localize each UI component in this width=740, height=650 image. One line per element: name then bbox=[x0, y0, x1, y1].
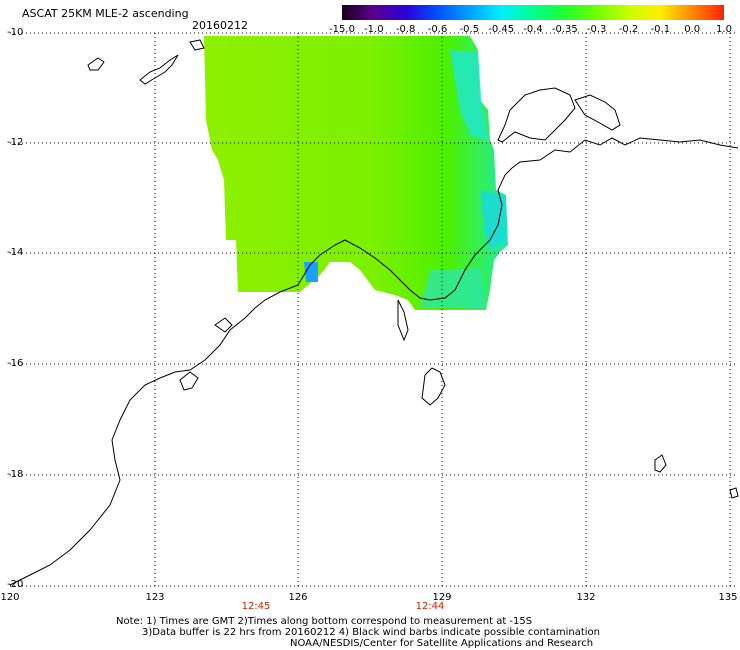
legend-tick-label: -0.8 bbox=[395, 24, 416, 35]
color-legend-bar bbox=[342, 5, 724, 20]
lat-lon-grid bbox=[10, 32, 738, 587]
coastline bbox=[9, 39, 739, 586]
pass-time-label: 12:44 bbox=[415, 601, 445, 612]
lat-label: -10 bbox=[7, 27, 24, 38]
legend-tick-label: 1.0 bbox=[716, 24, 732, 35]
legend-tick-label: -0.3 bbox=[586, 24, 607, 35]
legend-tick-label: -0.2 bbox=[618, 24, 639, 35]
lat-label: -16 bbox=[7, 358, 24, 369]
swath-cyan-patch bbox=[450, 50, 488, 140]
legend-tick-label: -0.4 bbox=[523, 24, 543, 35]
footnote-line-2: 3)Data buffer is 22 hrs from 20160212 4)… bbox=[142, 627, 600, 638]
footnote-line-3: NOAA/NESDIS/Center for Satellite Applica… bbox=[290, 638, 594, 649]
lon-label: 123 bbox=[145, 592, 165, 603]
legend-tick-label: -0.45 bbox=[488, 24, 515, 35]
pass-time-label: 12:45 bbox=[241, 601, 271, 612]
swath-blue-patch bbox=[304, 262, 318, 282]
lat-label: -14 bbox=[7, 247, 24, 258]
swath-cyan-patch bbox=[480, 190, 506, 250]
lon-label: 126 bbox=[288, 592, 308, 603]
lon-label: 120 bbox=[0, 592, 20, 603]
legend-tick-label: -1.0 bbox=[364, 24, 384, 35]
legend-tick-label: -15.0 bbox=[329, 24, 355, 35]
lon-label: 129 bbox=[432, 592, 452, 603]
product-date: 20160212 bbox=[192, 19, 248, 32]
lon-label: 132 bbox=[576, 592, 596, 603]
legend-tick-label: 0.0 bbox=[684, 24, 701, 35]
product-title: ASCAT 25KM MLE-2 ascending bbox=[22, 7, 189, 20]
legend-tick-label: -0.35 bbox=[551, 24, 578, 35]
lat-label: -18 bbox=[7, 469, 24, 480]
lat-label: -20 bbox=[7, 579, 24, 590]
lat-label: -12 bbox=[7, 137, 24, 148]
lon-label: 135 bbox=[718, 592, 738, 603]
wind-data-swath bbox=[204, 36, 508, 310]
legend-tick-label: -0.6 bbox=[427, 24, 448, 35]
legend-tick-label: -0.1 bbox=[650, 24, 671, 35]
footnote-line-1: Note: 1) Times are GMT 2)Times along bot… bbox=[116, 616, 533, 627]
swath-cyan-patch bbox=[420, 268, 486, 308]
legend-tick-label: -0.5 bbox=[459, 24, 480, 35]
